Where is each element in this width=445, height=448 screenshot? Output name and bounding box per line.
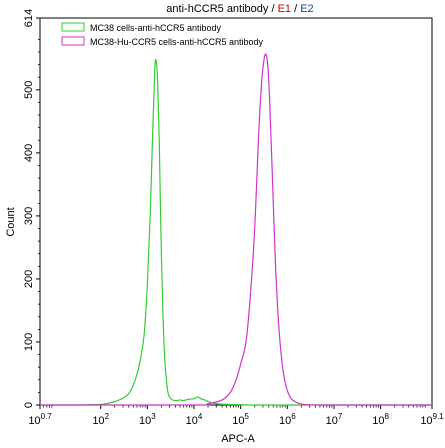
x-tick-label: 108 bbox=[372, 412, 389, 427]
y-tick-label: 300 bbox=[23, 207, 35, 225]
x-tick-label: 103 bbox=[139, 412, 156, 427]
chart-title-part: E2 bbox=[300, 3, 313, 15]
y-tick-label: 0 bbox=[23, 402, 35, 408]
x-tick-label: 106 bbox=[279, 412, 296, 427]
series-line-2 bbox=[40, 53, 432, 406]
y-tick-label: 500 bbox=[23, 81, 35, 99]
legend: MC38 cells-anti-hCCR5 antibody MC38-Hu-CC… bbox=[61, 22, 264, 47]
legend-label: MC38 cells-anti-hCCR5 antibody bbox=[90, 23, 222, 33]
x-axis-label: APC-A bbox=[221, 433, 255, 445]
x-tick-label: 104 bbox=[186, 412, 203, 427]
y-tick-label: 100 bbox=[23, 333, 35, 351]
x-tick-label: 105 bbox=[232, 412, 249, 427]
x-tick-label: 100.7 bbox=[28, 412, 52, 427]
series-layer bbox=[40, 53, 432, 406]
series-line-1 bbox=[40, 58, 432, 406]
y-axis-label: Count bbox=[5, 207, 17, 236]
chart-title: anti-hCCR5 antibody / E1 / E2 bbox=[166, 3, 313, 15]
chart-title-part: anti-hCCR5 antibody / bbox=[166, 3, 277, 15]
plot-frame bbox=[39, 17, 433, 406]
y-axis: 0 100 200 300 400 500 614 bbox=[23, 9, 40, 408]
y-tick-label: 614 bbox=[23, 9, 35, 27]
x-axis: 100.7 102 103 104 105 106 107 108 109.1 bbox=[28, 405, 444, 427]
y-tick-label: 200 bbox=[23, 270, 35, 288]
x-tick-label: 109.1 bbox=[420, 412, 444, 427]
chart-title-part: E1 bbox=[278, 3, 291, 15]
y-tick-label: 400 bbox=[23, 144, 35, 162]
chart-title-part: / bbox=[291, 3, 300, 15]
x-tick-label: 102 bbox=[92, 412, 109, 427]
x-tick-label: 107 bbox=[326, 412, 343, 427]
legend-label: MC38-Hu-CCR5 cells-anti-hCCR5 antibody bbox=[90, 37, 264, 47]
legend-swatch bbox=[61, 22, 85, 32]
legend-swatch bbox=[61, 36, 85, 46]
